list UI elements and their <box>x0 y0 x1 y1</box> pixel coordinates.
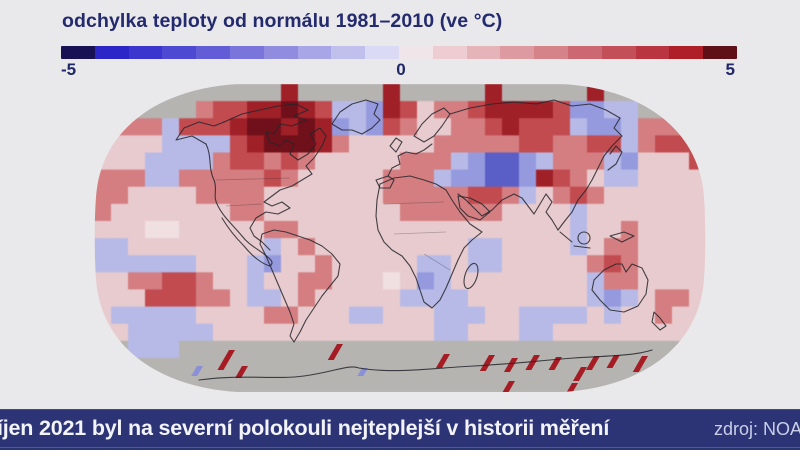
page-title: odchylka teploty od normálu 1981–2010 (v… <box>62 10 503 32</box>
world-anomaly-map <box>94 84 706 392</box>
ticker-substrip <box>0 447 800 450</box>
colorbar-min-label: -5 <box>61 60 77 79</box>
colorbar-mid-label: 0 <box>396 60 406 79</box>
ticker-headline: íjen 2021 byl na severní polokouli nejte… <box>0 416 610 440</box>
news-ticker: íjen 2021 byl na severní polokouli nejte… <box>0 409 800 447</box>
coastline-outlines <box>175 99 667 381</box>
colorbar-max-label: 5 <box>725 60 735 79</box>
colorbar <box>61 46 737 59</box>
colorbar-labels: -5 0 5 <box>61 60 737 80</box>
antarctic-coast-streaks <box>191 344 648 392</box>
ticker-source: zdroj: NOA <box>713 419 800 439</box>
